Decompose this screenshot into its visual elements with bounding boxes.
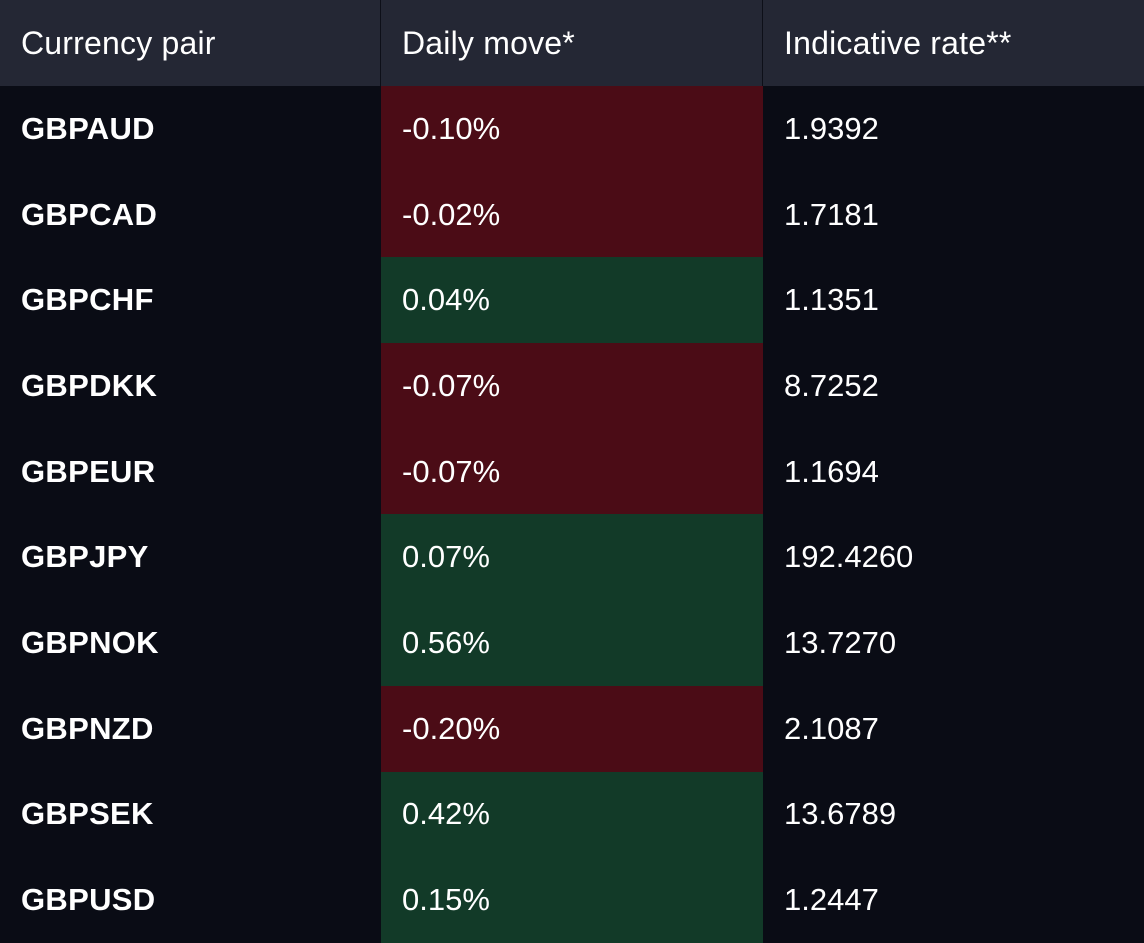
- column-header-currency-pair: Currency pair: [0, 0, 381, 86]
- table-row: GBPJPY 0.07% 192.4260: [0, 514, 1144, 601]
- table-row: GBPNZD -0.20% 2.1087: [0, 685, 1144, 772]
- currency-pair-cell: GBPAUD: [0, 86, 381, 172]
- currency-pair-cell: GBPCHF: [0, 257, 381, 344]
- indicative-rate-cell: 13.7270: [763, 600, 1144, 686]
- indicative-rate-cell: 192.4260: [763, 514, 1144, 601]
- indicative-rate-cell: 1.1351: [763, 257, 1144, 344]
- currency-pair-cell: GBPNZD: [0, 685, 381, 772]
- indicative-rate-cell: 1.7181: [763, 171, 1144, 258]
- indicative-rate-cell: 8.7252: [763, 343, 1144, 429]
- currency-pair-cell: GBPNOK: [0, 600, 381, 686]
- column-header-indicative-rate: Indicative rate**: [784, 24, 1012, 61]
- indicative-rate-cell: 2.1087: [763, 685, 1144, 772]
- daily-move-cell: 0.04%: [381, 257, 763, 344]
- table-header-row: Currency pair Daily move* Indicative rat…: [0, 0, 1144, 86]
- currency-pair-cell: GBPUSD: [0, 857, 381, 943]
- column-header-daily-move: Daily move*: [381, 0, 763, 86]
- currency-pair-cell: GBPDKK: [0, 343, 381, 429]
- indicative-rate-cell: 1.2447: [763, 857, 1144, 943]
- table-row: GBPCHF 0.04% 1.1351: [0, 257, 1144, 344]
- daily-move-cell: 0.07%: [381, 514, 763, 601]
- currency-pair-cell: GBPCAD: [0, 171, 381, 258]
- table-row: GBPEUR -0.07% 1.1694: [0, 428, 1144, 515]
- indicative-rate-cell: 1.9392: [763, 86, 1144, 172]
- currency-pair-cell: GBPJPY: [0, 514, 381, 601]
- table-row: GBPCAD -0.02% 1.7181: [0, 171, 1144, 258]
- daily-move-cell: 0.42%: [381, 771, 763, 858]
- table-row: GBPDKK -0.07% 8.7252: [0, 343, 1144, 429]
- daily-move-cell: -0.07%: [381, 343, 763, 429]
- table-body: GBPAUD -0.10% 1.9392 GBPCAD -0.02% 1.718…: [0, 86, 1144, 943]
- table-row: GBPNOK 0.56% 13.7270: [0, 600, 1144, 686]
- daily-move-cell: 0.15%: [381, 857, 763, 943]
- indicative-rate-cell: 1.1694: [763, 428, 1144, 515]
- daily-move-cell: 0.56%: [381, 600, 763, 686]
- indicative-rate-cell: 13.6789: [763, 771, 1144, 858]
- currency-pair-cell: GBPSEK: [0, 771, 381, 858]
- daily-move-cell: -0.10%: [381, 86, 763, 172]
- currency-pair-cell: GBPEUR: [0, 428, 381, 515]
- table-row: GBPAUD -0.10% 1.9392: [0, 86, 1144, 172]
- table-row: GBPUSD 0.15% 1.2447: [0, 857, 1144, 943]
- daily-move-cell: -0.20%: [381, 685, 763, 772]
- table-row: GBPSEK 0.42% 13.6789: [0, 771, 1144, 858]
- daily-move-cell: -0.02%: [381, 171, 763, 258]
- daily-move-cell: -0.07%: [381, 428, 763, 515]
